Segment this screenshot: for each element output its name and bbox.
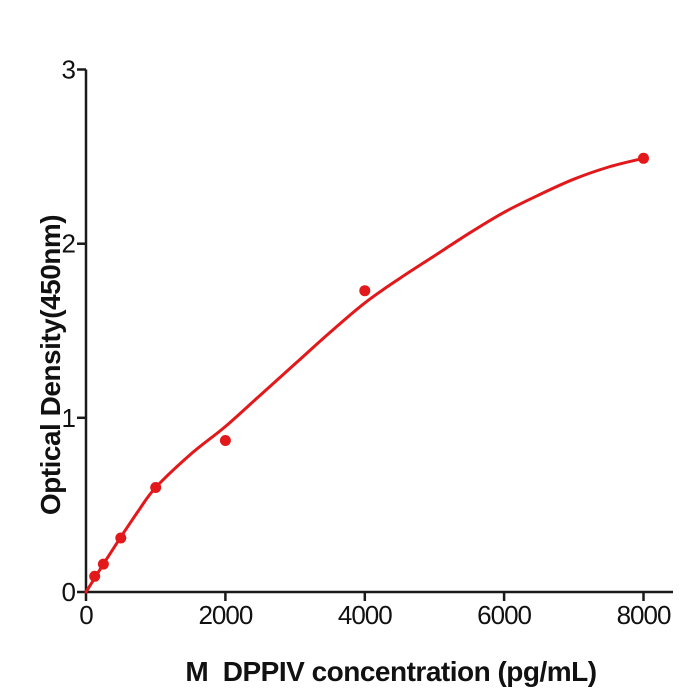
data-point [219, 435, 231, 446]
y-tick-label: 3 [62, 55, 76, 85]
y-tick-label: 1 [62, 403, 76, 433]
y-axis-title: Optical Density(450nm) [35, 215, 66, 515]
y-tick-label: 2 [62, 229, 76, 259]
data-point [359, 285, 371, 297]
x-tick-label: 8000 [617, 600, 671, 630]
data-point [638, 152, 649, 164]
data-point [115, 532, 127, 544]
x-axis-title: M DPPIV concentration (pg/mL) [185, 656, 596, 687]
y-tick-label: 0 [62, 577, 76, 607]
x-tick-label: 6000 [477, 600, 531, 630]
data-point [97, 558, 109, 570]
fit-curve [84, 156, 645, 594]
x-tick-label: 4000 [338, 600, 392, 630]
x-tick-label: 0 [79, 600, 93, 630]
x-tick-label: 2000 [198, 600, 252, 630]
data-point [89, 570, 101, 582]
data-point [150, 482, 162, 493]
